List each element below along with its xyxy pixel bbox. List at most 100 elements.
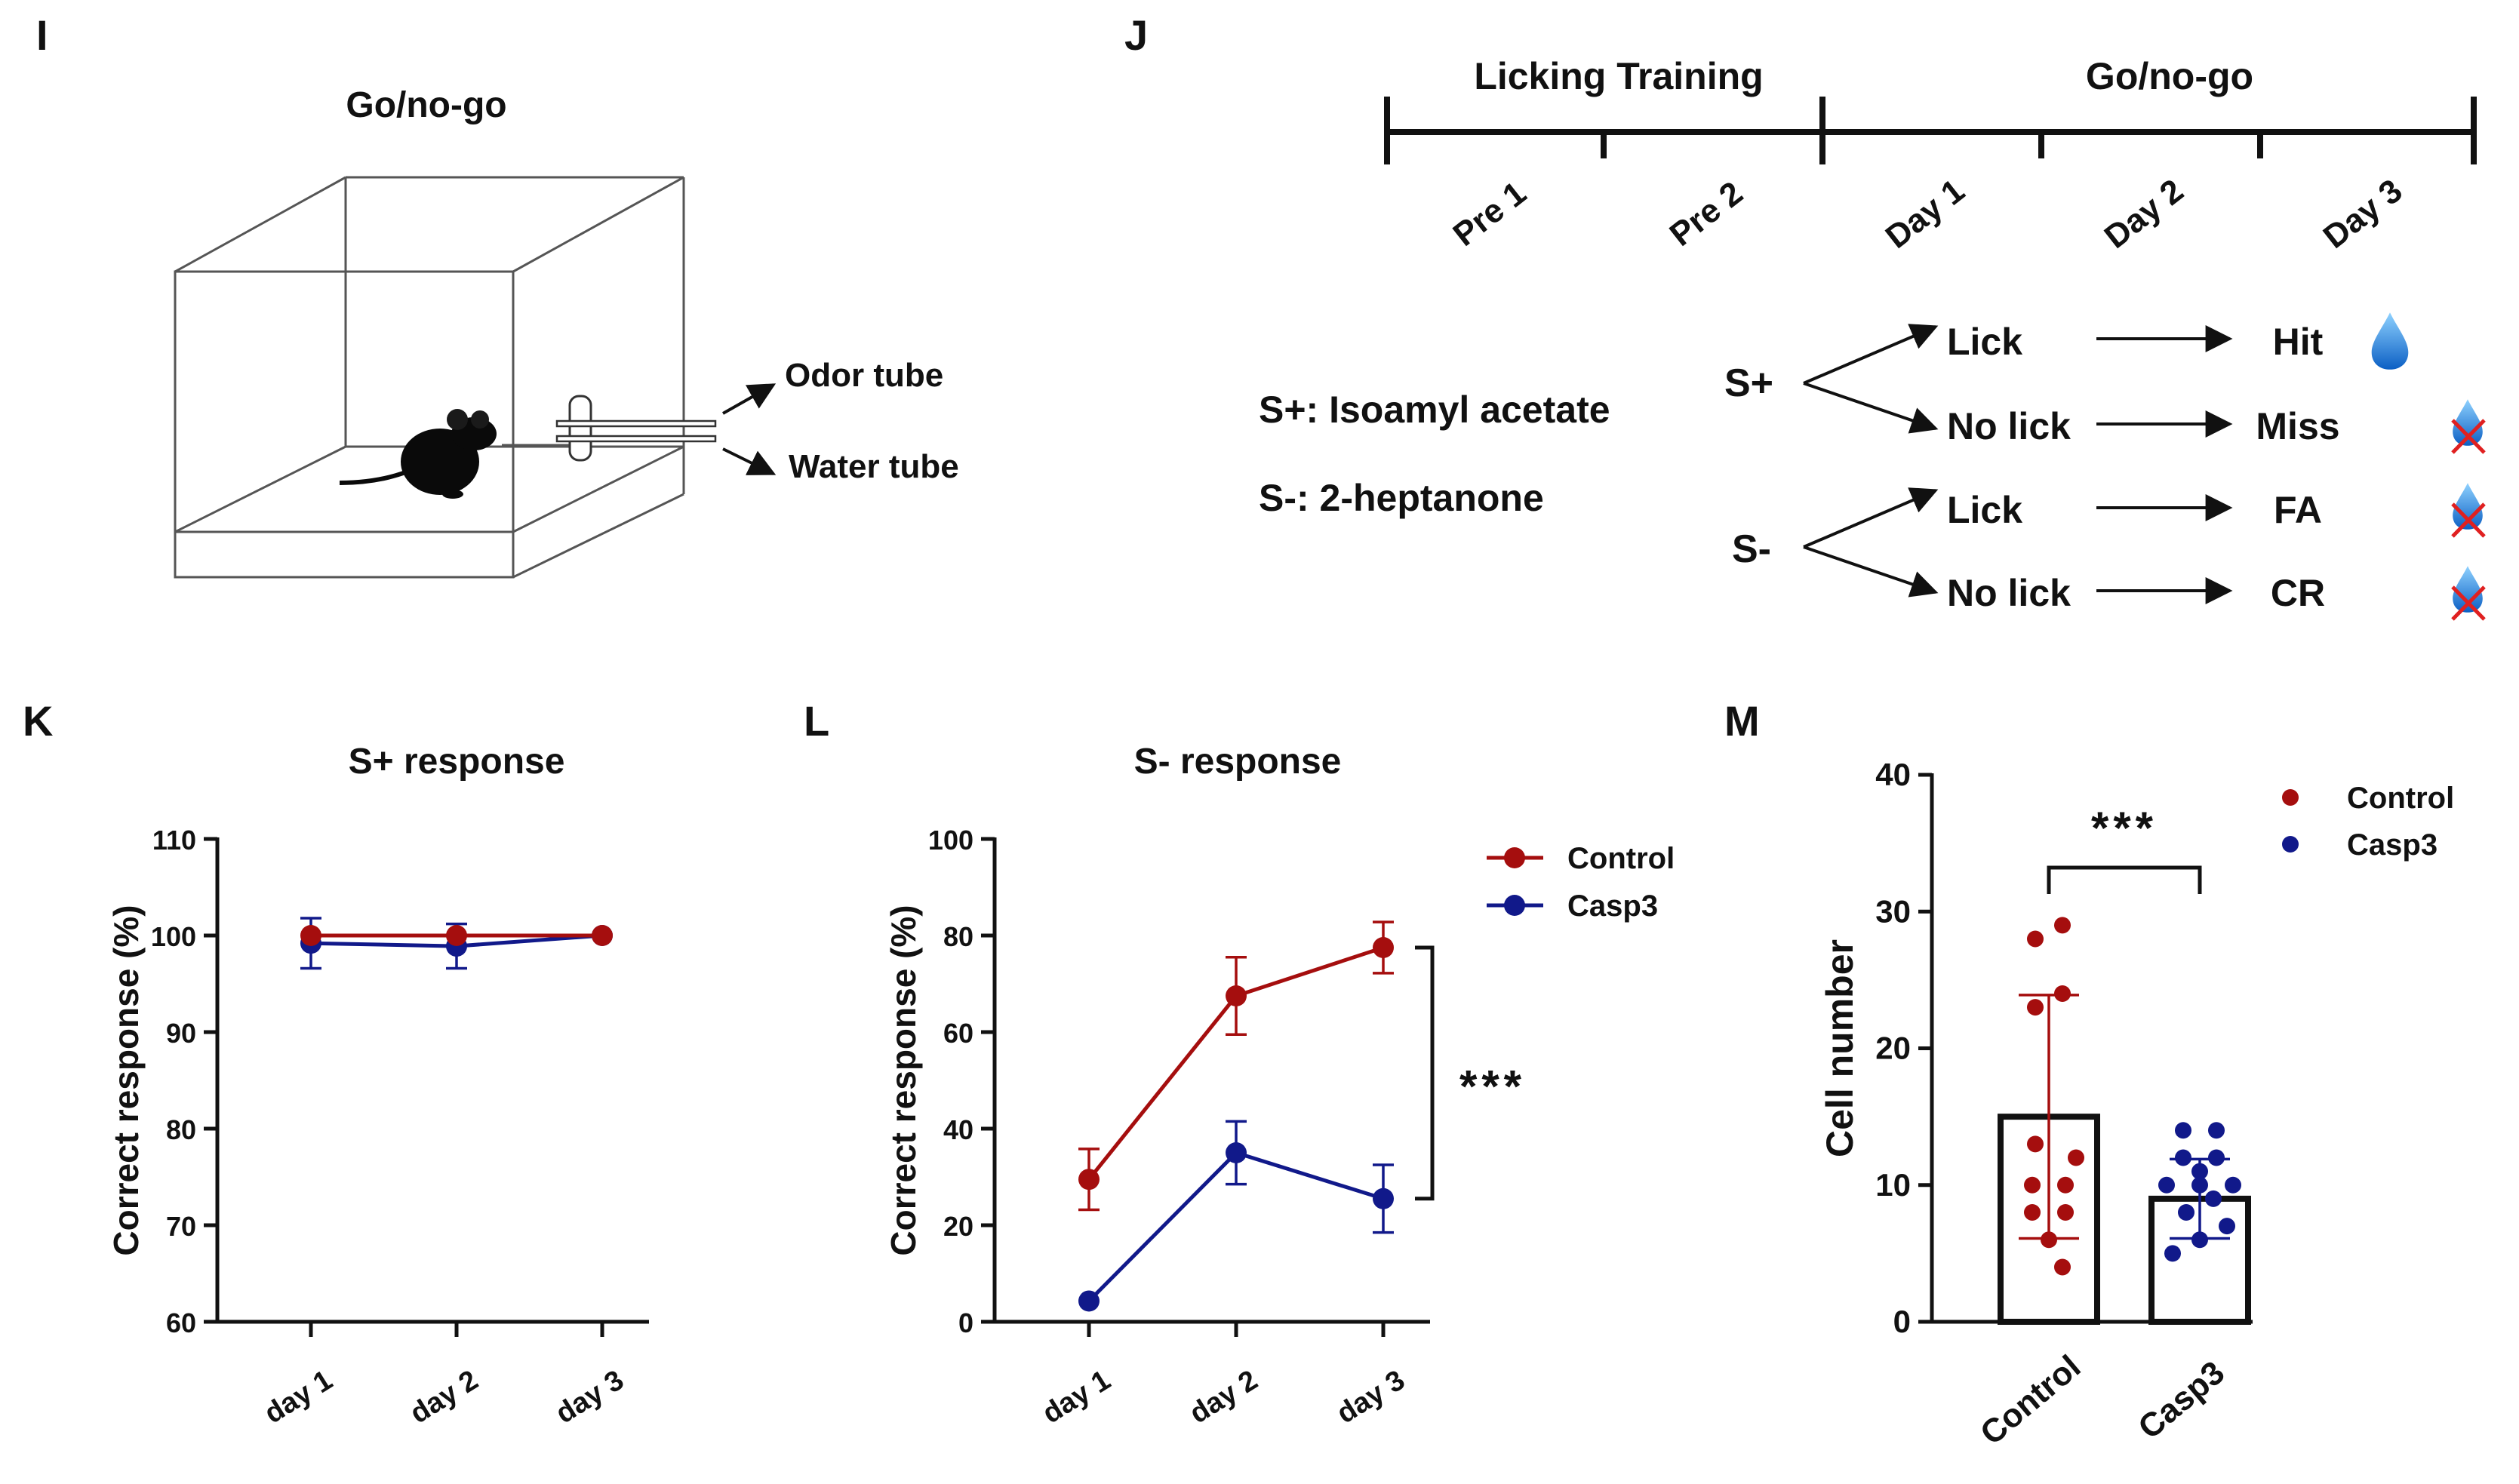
data-point bbox=[2164, 1245, 2181, 1262]
legend: Control Casp3 bbox=[1487, 842, 1675, 923]
legend-label: Casp3 bbox=[2347, 828, 2437, 862]
data-point bbox=[2208, 1122, 2225, 1139]
data-point bbox=[2057, 1176, 2074, 1194]
no-water-icon bbox=[2451, 566, 2486, 621]
row-action-2: No lick bbox=[1947, 405, 2071, 447]
data-point bbox=[592, 925, 613, 946]
data-point bbox=[2024, 1204, 2041, 1221]
data-point bbox=[2054, 985, 2071, 1002]
chart-title: S- response bbox=[1134, 742, 1342, 782]
data-point bbox=[1078, 1290, 1100, 1312]
mouse-icon bbox=[339, 409, 497, 499]
data-point bbox=[2027, 999, 2044, 1016]
y-tick-label: 0 bbox=[958, 1307, 973, 1338]
behavior-box bbox=[174, 176, 685, 579]
data-point bbox=[2191, 1231, 2208, 1249]
data-point bbox=[2191, 1163, 2208, 1180]
row-action-1: Lick bbox=[1947, 321, 2022, 363]
panel-letter-j: J bbox=[1124, 11, 1148, 59]
data-point bbox=[2158, 1176, 2175, 1194]
data-point bbox=[1226, 985, 1247, 1006]
y-tick-label: 20 bbox=[943, 1211, 973, 1242]
data-point bbox=[1226, 1142, 1247, 1163]
cross-line bbox=[2451, 502, 2486, 538]
no-water-icon bbox=[2451, 483, 2486, 538]
data-point bbox=[2178, 1204, 2195, 1221]
x-tick-label: day 2 bbox=[1184, 1364, 1263, 1430]
data-point bbox=[1373, 1188, 1394, 1209]
y-tick-label: 30 bbox=[1875, 893, 1911, 929]
panel-i-title: Go/no-go bbox=[346, 85, 506, 125]
timeline-day-1: Pre 1 bbox=[1447, 174, 1533, 253]
row-action-4: No lick bbox=[1947, 572, 2071, 614]
cross-line bbox=[2451, 419, 2486, 454]
y-tick-label: 60 bbox=[943, 1018, 973, 1049]
odor-tube-label: Odor tube bbox=[785, 357, 943, 394]
x-tick-label: day 3 bbox=[550, 1364, 629, 1430]
data-point bbox=[2208, 1149, 2225, 1166]
x-tick-label: Control bbox=[1973, 1348, 2087, 1452]
timeline-day-labels: Pre 1 Pre 2 Day 1 Day 2 Day 3 bbox=[1447, 172, 2410, 256]
y-tick-label: 80 bbox=[166, 1114, 196, 1145]
legend-label: Control bbox=[2347, 782, 2454, 815]
row-outcome-3: FA bbox=[2274, 489, 2322, 531]
data-point bbox=[300, 925, 321, 946]
phase-licking-training: Licking Training bbox=[1474, 55, 1763, 97]
branch-arrows bbox=[1803, 324, 2233, 604]
s-minus-definition: S-: 2-heptanone bbox=[1259, 477, 1544, 519]
data-point bbox=[2068, 1149, 2084, 1166]
y-tick-label: 40 bbox=[943, 1114, 973, 1145]
outcome-rows: Lick Hit No lick Miss Lick FA No lick CR bbox=[1947, 312, 2486, 621]
panel-i: Go/no-go bbox=[174, 85, 959, 579]
data-point bbox=[2027, 930, 2044, 948]
data-point bbox=[2219, 1218, 2235, 1235]
no-water-icon bbox=[2451, 399, 2486, 454]
data-point bbox=[2027, 1135, 2044, 1153]
y-tick-label: 0 bbox=[1893, 1304, 1911, 1339]
timeline-day-5: Day 3 bbox=[2317, 172, 2410, 256]
y-tick-label: 110 bbox=[152, 825, 196, 856]
series-control bbox=[1078, 920, 1394, 1212]
chart-title: S+ response bbox=[349, 742, 565, 782]
y-tick-label: 100 bbox=[151, 921, 196, 952]
y-tick-label: 20 bbox=[1875, 1031, 1911, 1066]
data-point bbox=[2054, 1258, 2071, 1276]
s-minus-label: S- bbox=[1732, 527, 1771, 571]
data-point bbox=[2191, 1176, 2208, 1194]
data-point bbox=[2225, 1176, 2241, 1194]
y-axis-label: Cell number bbox=[1819, 939, 1861, 1157]
row-outcome-2: Miss bbox=[2256, 405, 2339, 447]
data-point bbox=[446, 925, 467, 946]
s-plus-definition: S+: Isoamyl acetate bbox=[1259, 389, 1610, 431]
cross-line bbox=[2451, 585, 2486, 621]
data-point bbox=[2057, 1204, 2074, 1221]
x-tick-label: Casp3 bbox=[2131, 1354, 2231, 1446]
x-tick-label: day 3 bbox=[1331, 1364, 1410, 1430]
data-point bbox=[2175, 1149, 2191, 1166]
legend-label: Casp3 bbox=[1567, 889, 1658, 923]
y-axis-label: Correct response (%) bbox=[884, 905, 923, 1255]
data-point bbox=[2175, 1122, 2191, 1139]
water-tube-label: Water tube bbox=[789, 448, 959, 485]
x-tick-label: day 2 bbox=[404, 1364, 484, 1430]
data-point bbox=[1373, 937, 1394, 958]
timeline-day-4: Day 2 bbox=[2098, 172, 2191, 256]
panel-letter-m: M bbox=[1724, 697, 1760, 745]
legend-marker bbox=[2282, 789, 2299, 806]
timeline bbox=[1384, 97, 2477, 164]
y-tick-label: 90 bbox=[166, 1018, 196, 1049]
chart-m: 0 10 20 30 40 Cell number Control Casp3 *** Contr… bbox=[1819, 757, 2454, 1452]
data-point bbox=[2205, 1190, 2222, 1207]
legend-marker bbox=[1504, 895, 1525, 916]
chart-l: S- response 0 20 40 60 80 100 Correct response … bbox=[884, 742, 1675, 1430]
data-point bbox=[1078, 1169, 1100, 1191]
panel-j: Licking Training Go/no-go Pre 1 Pre 2 Day … bbox=[1259, 55, 2486, 621]
y-tick-label: 70 bbox=[166, 1211, 196, 1242]
tube-holder bbox=[555, 395, 717, 462]
data-point bbox=[2041, 1231, 2057, 1249]
series-casp3 bbox=[1078, 1120, 1394, 1312]
chart-k: S+ response 60 70 80 90 100 110 Correct respons… bbox=[106, 742, 649, 1430]
legend-label: Control bbox=[1567, 842, 1675, 875]
x-tick-label: day 1 bbox=[1037, 1364, 1116, 1430]
